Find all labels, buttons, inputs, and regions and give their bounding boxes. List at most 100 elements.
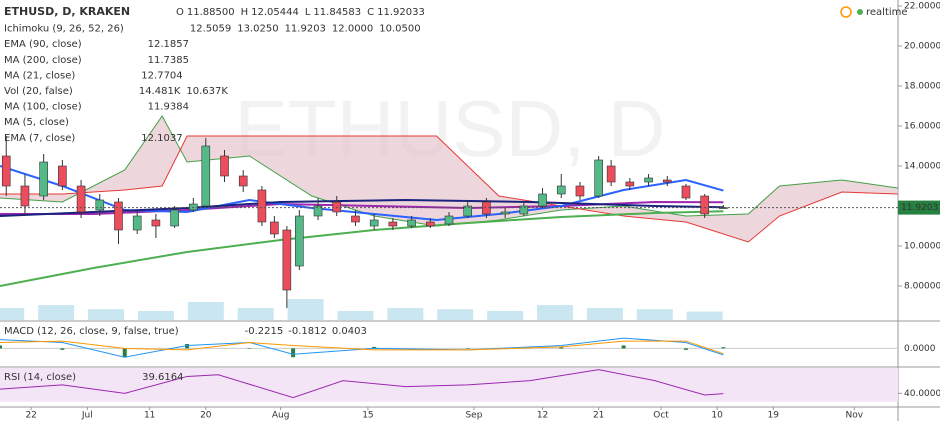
legend-value: 12.0000 xyxy=(332,24,373,35)
macd-histogram xyxy=(372,346,377,349)
candle-body xyxy=(114,201,123,231)
macd-histogram xyxy=(559,346,564,349)
rsi-line xyxy=(0,369,724,399)
x-tick-label: Sep xyxy=(465,411,482,421)
x-tick-label: Nov xyxy=(846,411,864,421)
macd-histogram xyxy=(621,345,626,349)
candle-body xyxy=(151,219,161,227)
status-dot xyxy=(857,9,863,15)
volume-bar xyxy=(88,309,125,320)
candle-body xyxy=(20,185,30,207)
legend-name: EMA (90, close) xyxy=(4,39,82,50)
candle-body xyxy=(556,185,566,195)
x-tick-label: Aug xyxy=(272,411,290,421)
volume-bar xyxy=(237,308,274,320)
macd-histogram xyxy=(0,345,2,349)
candle-body xyxy=(575,185,585,197)
x-tick-label: Oct xyxy=(653,411,669,421)
macd-histogram xyxy=(291,348,296,358)
ohlc-key: O xyxy=(176,7,184,18)
legend-name: MA (100, close) xyxy=(4,102,82,113)
legend-value: 12.5059 xyxy=(190,24,231,35)
candle-body xyxy=(351,215,360,223)
legend-value: 12.7704 xyxy=(141,70,182,81)
macd-histogram xyxy=(122,348,127,358)
x-tick-label: 20 xyxy=(200,411,212,421)
rsi-value: 39.6164 xyxy=(142,372,183,383)
macd-histogram xyxy=(721,347,726,349)
candle-body xyxy=(700,195,709,215)
legend-value: 10.0500 xyxy=(379,24,420,35)
legend-value: 11.9384 xyxy=(148,102,189,113)
candle-body xyxy=(681,185,691,199)
y-tick-label: 8.00000 xyxy=(904,282,940,292)
legend-name: Vol (20, false) xyxy=(4,86,73,97)
legend-name: MA (21, close) xyxy=(4,70,75,81)
symbol-title: ETHUSD, D, KRAKEN xyxy=(4,5,130,18)
candle-body xyxy=(257,189,267,223)
ohlc-value: 11.84583 xyxy=(313,7,361,18)
ohlc-value: 12.05444 xyxy=(251,7,299,18)
candle-body xyxy=(295,215,304,267)
macd-name: MACD (12, 26, close, 9, false, true) xyxy=(4,326,179,337)
macd-line xyxy=(0,337,724,358)
x-tick-label: 22 xyxy=(25,411,36,421)
candle-body xyxy=(189,203,198,211)
candle-body xyxy=(519,205,529,215)
volume-bar xyxy=(437,309,474,320)
candle-body xyxy=(76,185,86,213)
macd-histogram xyxy=(60,348,65,350)
legend-name: EMA (7, close) xyxy=(4,133,75,144)
ma-line xyxy=(0,198,724,217)
legend-name: Ichimoku (9, 26, 52, 26) xyxy=(4,24,124,35)
ohlc-value: 11.88500 xyxy=(187,7,235,18)
legend-value: 10.637K xyxy=(186,86,228,97)
legend-value: 12.1857 xyxy=(148,39,189,50)
volume-bar xyxy=(337,311,374,320)
candle-body xyxy=(95,199,105,211)
candle-body xyxy=(662,179,672,183)
candle-body xyxy=(500,211,510,215)
y-tick-label: 22.00000 xyxy=(904,2,940,12)
candle-body xyxy=(407,219,416,227)
ohlc-key: H xyxy=(241,7,249,18)
span-b-line xyxy=(0,135,899,243)
volume-bar xyxy=(487,311,524,320)
legend-value: 14.481K xyxy=(139,86,181,97)
candle-body xyxy=(238,175,248,187)
rsi-band xyxy=(0,368,898,402)
y-tick-label: 20.00000 xyxy=(904,42,940,52)
macd-histogram xyxy=(465,348,470,349)
volume-bar xyxy=(586,308,623,320)
last-price-box xyxy=(898,200,940,215)
candle-body xyxy=(270,221,279,235)
ohlc-value: 11.92033 xyxy=(377,7,425,18)
ohlc-key: C xyxy=(367,7,374,18)
x-tick-label: 11 xyxy=(144,411,155,421)
volume-bar xyxy=(537,305,574,320)
candle-body xyxy=(1,155,11,187)
legend-value: 13.0250 xyxy=(237,24,278,35)
y-tick-label: 18.00000 xyxy=(904,82,940,92)
candle-body xyxy=(369,219,379,227)
macd-value: -0.2215 xyxy=(245,326,284,337)
macd-histogram xyxy=(185,344,190,349)
rsi-tick-label: 40.0000 xyxy=(904,389,940,399)
candle-body xyxy=(220,155,229,177)
candle-body xyxy=(332,201,342,213)
signal-line xyxy=(0,340,724,355)
candle-body xyxy=(538,193,547,207)
volume-bar xyxy=(387,308,424,320)
candle-body xyxy=(170,209,179,227)
candle-body xyxy=(625,181,635,187)
ohlc-key: L xyxy=(305,7,311,18)
legend-value: 11.7385 xyxy=(148,55,189,66)
volume-bar xyxy=(686,311,723,320)
y-tick-label: 16.00000 xyxy=(904,122,940,132)
candle-body xyxy=(313,205,323,217)
candle-body xyxy=(594,159,603,197)
x-tick-label: 19 xyxy=(768,411,780,421)
volume-bar xyxy=(137,311,174,320)
volume-bar xyxy=(187,302,224,320)
